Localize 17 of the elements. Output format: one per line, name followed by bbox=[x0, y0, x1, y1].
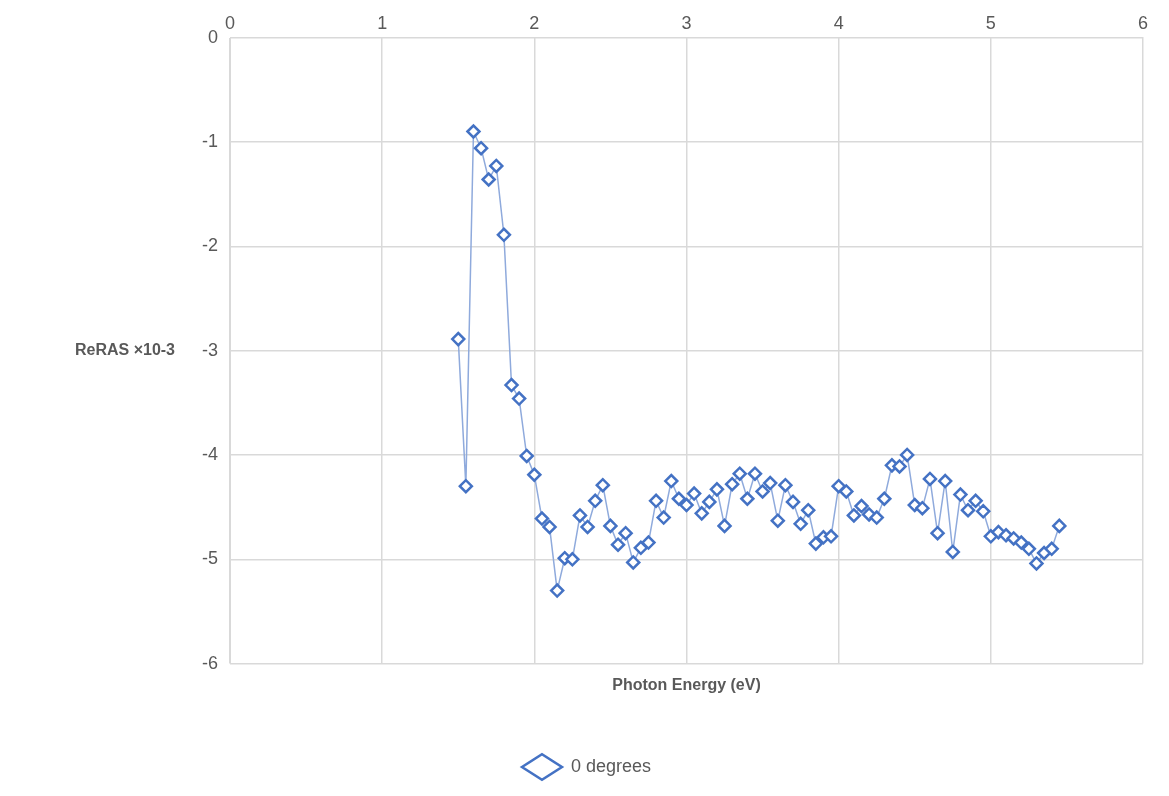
y-tick-label: -3 bbox=[201, 339, 218, 360]
x-tick-label: 1 bbox=[377, 12, 388, 33]
y-tick-label: -6 bbox=[201, 652, 218, 673]
y-axis-title: ReRAS ×10-3 bbox=[74, 341, 176, 359]
x-tick-label: 5 bbox=[985, 12, 996, 33]
legend-label: 0 degrees bbox=[570, 755, 652, 776]
x-tick-label: 3 bbox=[681, 12, 692, 33]
y-tick-label: -5 bbox=[201, 548, 218, 569]
y-tick-label: 0 bbox=[207, 26, 218, 47]
x-tick-label: 4 bbox=[833, 12, 844, 33]
x-tick-label: 6 bbox=[1137, 12, 1149, 33]
x-tick-label: 2 bbox=[529, 12, 540, 33]
x-axis-title: Photon Energy (eV) bbox=[612, 676, 761, 694]
x-tick-label: 0 bbox=[224, 12, 236, 33]
y-tick-label: -2 bbox=[201, 235, 218, 256]
y-tick-label: -1 bbox=[201, 130, 218, 151]
y-tick-label: -4 bbox=[201, 443, 218, 464]
